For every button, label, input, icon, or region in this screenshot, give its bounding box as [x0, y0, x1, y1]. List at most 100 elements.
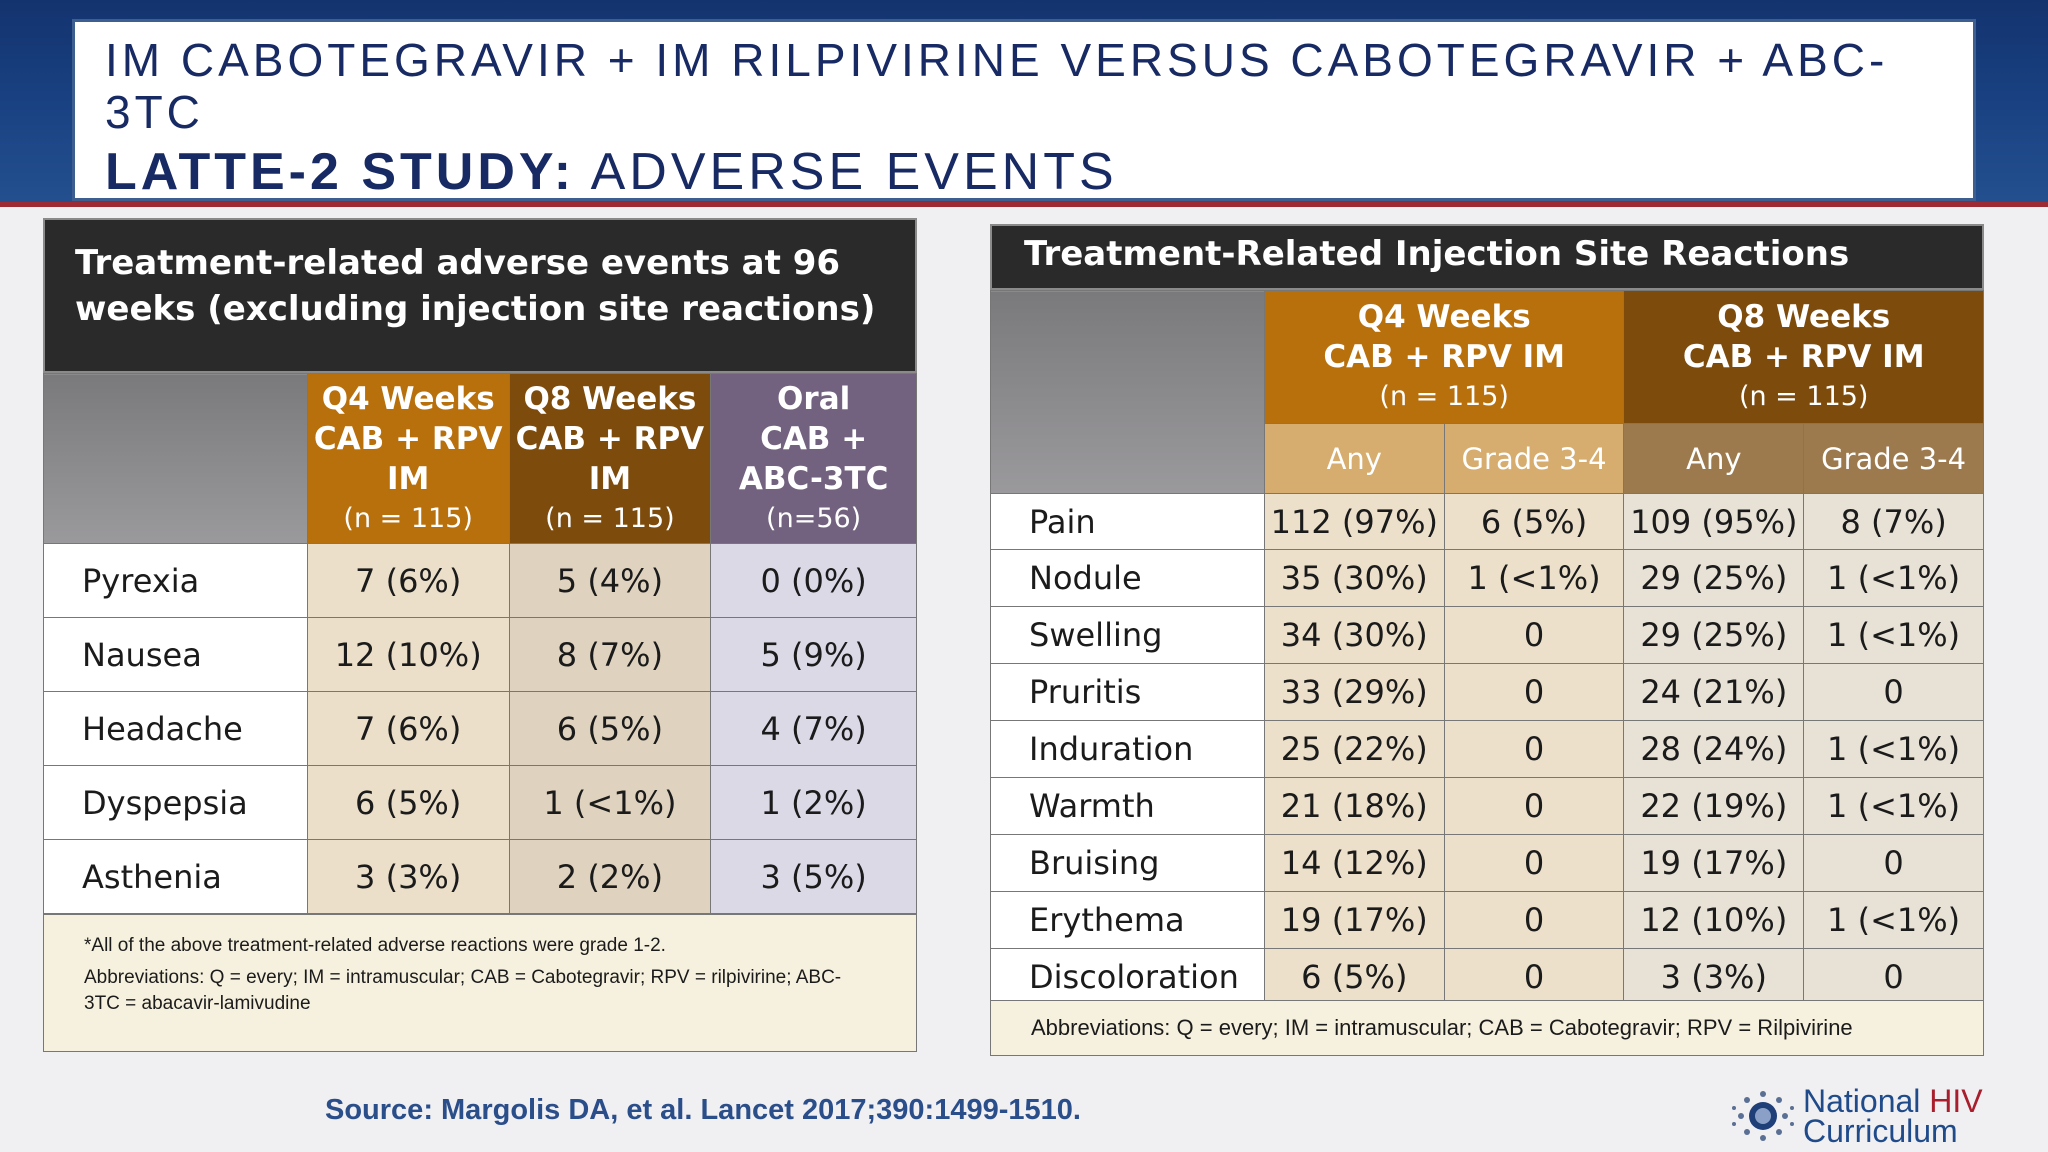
value-cell: 1 (<1%)	[1803, 891, 1984, 949]
value-cell: 0	[1443, 948, 1625, 1006]
logo-word: National	[1803, 1083, 1921, 1119]
col-header-line: Q4 Weeks	[321, 380, 495, 417]
corner-cell	[990, 290, 1265, 494]
slide-title: IM CABOTEGRAVIR + IM RILPIVIRINE VERSUS …	[105, 34, 1889, 138]
table-row: Nodule 35 (30%) 1 (<1%) 29 (25%) 1 (<1%)	[990, 549, 1984, 607]
value-cell: 5 (4%)	[508, 543, 712, 618]
value-cell: 22 (19%)	[1623, 777, 1805, 835]
footnote-text: *All of the above treatment-related adve…	[84, 935, 666, 956]
value-cell: 29 (25%)	[1623, 606, 1805, 664]
table-row: Discoloration 6 (5%) 0 3 (3%) 0	[990, 948, 1984, 1006]
value-cell: 4 (7%)	[710, 691, 917, 766]
value-cell: 29 (25%)	[1623, 549, 1805, 607]
table-row: Nausea 12 (10%) 8 (7%) 5 (9%)	[43, 617, 917, 692]
value-cell: 1 (<1%)	[1803, 720, 1984, 778]
subtitle-rest: ADVERSE EVENTS	[575, 143, 1118, 201]
value-cell: 1 (<1%)	[508, 765, 712, 840]
col-header-oral: Oral CAB + ABC-3TC (n=56)	[710, 373, 917, 544]
value-cell: 34 (30%)	[1263, 606, 1445, 664]
group-header-n: (n = 115)	[1738, 381, 1869, 412]
value-cell: 1 (<1%)	[1443, 549, 1625, 607]
row-label: Nodule	[990, 549, 1265, 607]
adverse-events-footnote: *All of the above treatment-related adve…	[43, 914, 917, 1052]
national-hiv-curriculum-logo: National HIV Curriculum	[1728, 1083, 2028, 1147]
value-cell: 0	[1443, 834, 1625, 892]
table-row: Bruising 14 (12%) 0 19 (17%) 0	[990, 834, 1984, 892]
slide-subtitle: LATTE-2 STUDY: ADVERSE EVENTS	[105, 142, 1943, 202]
value-cell: 6 (5%)	[306, 765, 510, 840]
value-cell: 12 (10%)	[306, 617, 510, 692]
row-label: Asthenia	[43, 839, 308, 914]
value-cell: 6 (5%)	[508, 691, 712, 766]
value-cell: 1 (<1%)	[1803, 606, 1984, 664]
table-row: Induration 25 (22%) 0 28 (24%) 1 (<1%)	[990, 720, 1984, 778]
col-header-line: Oral	[777, 380, 851, 417]
value-cell: 0	[1443, 777, 1625, 835]
col-header-n: (n=56)	[766, 502, 862, 534]
injection-site-abbreviations: Abbreviations: Q = every; IM = intramusc…	[990, 1000, 1984, 1056]
table-row: Headache 7 (6%) 6 (5%) 4 (7%)	[43, 691, 917, 766]
group-header-line: Q8 Weeks	[1717, 299, 1891, 335]
row-label: Pruritis	[990, 663, 1265, 721]
value-cell: 3 (5%)	[710, 839, 917, 914]
value-cell: 0	[1803, 834, 1984, 892]
value-cell: 0	[1443, 606, 1625, 664]
subhead-any: Any	[1263, 423, 1445, 494]
value-cell: 7 (6%)	[306, 543, 510, 618]
value-cell: 8 (7%)	[1803, 493, 1984, 550]
row-label: Discoloration	[990, 948, 1265, 1006]
table-row: Pyrexia 7 (6%) 5 (4%) 0 (0%)	[43, 543, 917, 618]
corner-cell	[43, 373, 308, 544]
injection-site-table-header: Treatment-Related Injection Site Reactio…	[990, 224, 1984, 290]
col-header-line: ABC-3TC	[738, 460, 889, 497]
col-header-line: Q8 Weeks	[523, 380, 697, 417]
col-header-line: CAB + RPV	[313, 420, 503, 457]
group-header-line: CAB + RPV IM	[1323, 339, 1566, 375]
value-cell: 6 (5%)	[1443, 493, 1625, 550]
col-header-q8: Q8 Weeks CAB + RPV IM (n = 115)	[508, 373, 712, 544]
value-cell: 3 (3%)	[1623, 948, 1805, 1006]
value-cell: 1 (<1%)	[1803, 549, 1984, 607]
adverse-events-grid: Q4 Weeks CAB + RPV IM (n = 115) Q8 Weeks…	[43, 373, 917, 914]
row-label: Pyrexia	[43, 543, 308, 618]
table-row: Asthenia 3 (3%) 2 (2%) 3 (5%)	[43, 839, 917, 914]
adverse-events-table: Treatment-related adverse events at 96 w…	[43, 218, 917, 1052]
table-row: Pruritis 33 (29%) 0 24 (21%) 0	[990, 663, 1984, 721]
value-cell: 6 (5%)	[1263, 948, 1445, 1006]
value-cell: 109 (95%)	[1623, 493, 1805, 550]
group-header-q8: Q8 Weeks CAB + RPV IM (n = 115)	[1623, 290, 1984, 424]
adverse-events-table-header: Treatment-related adverse events at 96 w…	[43, 218, 917, 373]
value-cell: 0 (0%)	[710, 543, 917, 618]
abbreviations-text: Abbreviations: Q = every; IM = intramusc…	[84, 967, 842, 1014]
row-label: Induration	[990, 720, 1265, 778]
header-accent-line	[0, 202, 2048, 207]
group-header-n: (n = 115)	[1379, 381, 1509, 412]
col-header-n: (n = 115)	[545, 502, 675, 534]
col-header-q4: Q4 Weeks CAB + RPV IM (n = 115)	[306, 373, 510, 544]
value-cell: 19 (17%)	[1263, 891, 1445, 949]
col-header-line: IM	[588, 460, 632, 497]
row-label: Headache	[43, 691, 308, 766]
subhead-any: Any	[1623, 423, 1805, 494]
value-cell: 14 (12%)	[1263, 834, 1445, 892]
logo-word: HIV	[1929, 1083, 1983, 1119]
value-cell: 1 (2%)	[710, 765, 917, 840]
value-cell: 0	[1443, 891, 1625, 949]
value-cell: 35 (30%)	[1263, 549, 1445, 607]
value-cell: 2 (2%)	[508, 839, 712, 914]
value-cell: 12 (10%)	[1623, 891, 1805, 949]
value-cell: 5 (9%)	[710, 617, 917, 692]
logo-text: National HIV Curriculum	[1803, 1083, 1983, 1147]
value-cell: 19 (17%)	[1623, 834, 1805, 892]
col-header-n: (n = 115)	[343, 502, 473, 534]
value-cell: 21 (18%)	[1263, 777, 1445, 835]
table-row: Pain 112 (97%) 6 (5%) 109 (95%) 8 (7%)	[990, 493, 1984, 550]
group-header-line: CAB + RPV IM	[1682, 339, 1925, 375]
value-cell: 33 (29%)	[1263, 663, 1445, 721]
table-row: Warmth 21 (18%) 0 22 (19%) 1 (<1%)	[990, 777, 1984, 835]
row-label: Dyspepsia	[43, 765, 308, 840]
row-label: Pain	[990, 493, 1265, 550]
table-row: Erythema 19 (17%) 0 12 (10%) 1 (<1%)	[990, 891, 1984, 949]
group-header-q4: Q4 Weeks CAB + RPV IM (n = 115)	[1263, 290, 1625, 424]
group-header-line: Q4 Weeks	[1357, 299, 1531, 335]
